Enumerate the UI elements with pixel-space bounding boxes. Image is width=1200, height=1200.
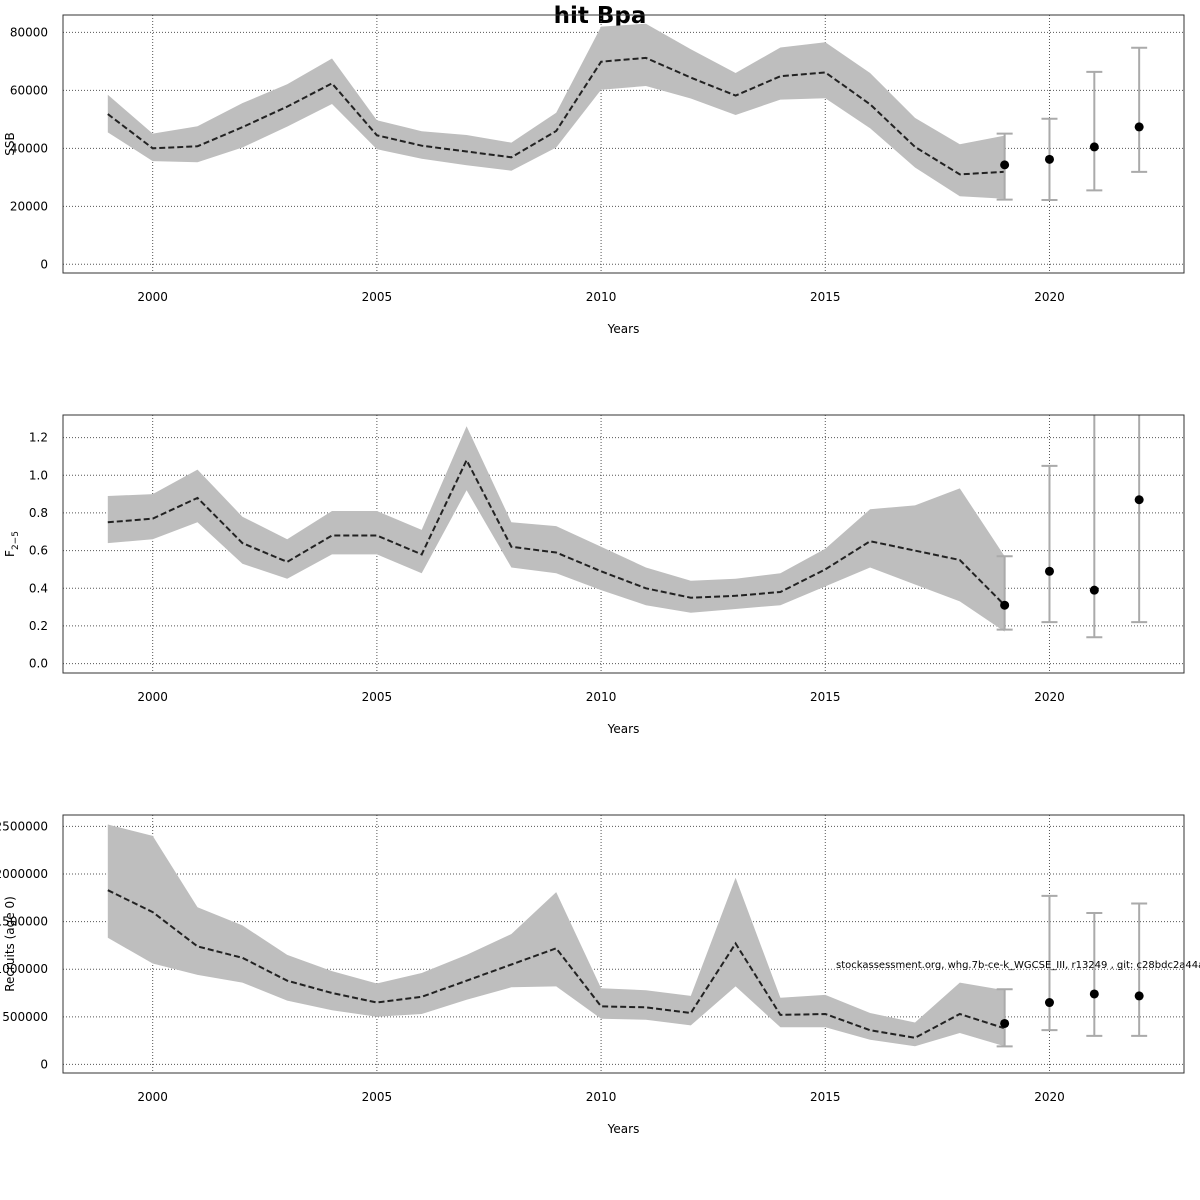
x-axis-title: Years [607,1122,640,1136]
f-forecast-point [1134,495,1144,505]
plot-frame [62,414,1185,674]
y-tick-label: 0 [40,1057,48,1071]
y-tick-label: 500000 [2,1010,48,1024]
x-tick-label: 2010 [586,290,617,304]
ssb-forecast-point [1089,142,1099,152]
y-tick-label: 1500000 [0,915,48,929]
x-tick-label: 2005 [362,1090,393,1104]
y-tick-label: 2000000 [0,867,48,881]
x-axis-title: Years [607,722,640,736]
y-axis-title: SSB [3,132,17,155]
recruits-confidence-band [107,824,1005,1047]
y-tick-label: 40000 [10,141,48,155]
f-forecast-errorbar [1086,415,1103,639]
ssb-forecast-point [1134,122,1144,132]
f-forecast-errorbar [996,555,1013,631]
recruits-panel: 2000 2005 2010 2015 2020 0 500000 1000000 150000… [0,814,1185,1136]
x-tick-label: 2000 [137,690,168,704]
recruits-forecast-point [1044,998,1054,1008]
recruits-forecast-point [1000,1018,1010,1028]
y-tick-label: 80000 [10,25,48,39]
plot-frame [62,814,1185,1074]
y-tick-label: 0.6 [29,544,48,558]
recruits-forecast-errorbar [1041,894,1058,1032]
fishing-mortality-panel: 2000 2005 2010 2015 2020 0.0 0.2 0.4 0.6 0.8 1.0 1.… [3,414,1185,736]
ssb-forecast-errorbar [1086,70,1103,192]
x-axis-title: Years [607,322,640,336]
x-tick-label: 2020 [1034,1090,1065,1104]
y-axis-subscript: 2−5 [11,531,21,550]
x-tick-label: 2015 [810,290,841,304]
y-tick-label: 2500000 [0,819,48,833]
recruits-forecast-errorbar [1131,902,1148,1037]
ssb-forecast-point [1000,160,1010,170]
recruits-forecast-errorbar [996,988,1013,1048]
y-tick-label: 1.0 [29,468,48,482]
ssb-panel: 2000 2005 2010 2015 2020 0 20000 40000 60000 8000… [3,14,1185,336]
page-title: hit Bpa [553,3,647,29]
x-tick-label: 2020 [1034,290,1065,304]
recruits-forecast-point [1089,989,1099,999]
ssb-forecast-point [1044,154,1054,164]
recruits-forecast-point [1134,991,1144,1001]
plot-area [107,415,1148,639]
y-tick-label: 0.8 [29,506,48,520]
x-tick-label: 2010 [586,1090,617,1104]
x-tick-label: 2020 [1034,690,1065,704]
y-tick-label: 1.2 [29,431,48,445]
x-tick-label: 2000 [137,290,168,304]
y-tick-label: 60000 [10,83,48,97]
y-tick-label: 0.2 [29,619,48,633]
x-tick-label: 2015 [810,690,841,704]
plot-frame [62,14,1185,274]
f-estimate-line [107,457,1006,606]
y-tick-label: 0.4 [29,581,48,595]
recruits-forecast-errorbar [1086,912,1103,1037]
ssb-forecast-errorbar [1131,46,1148,173]
ssb-confidence-band [107,23,1005,199]
y-tick-label: 20000 [10,199,48,213]
f-forecast-errorbar [1041,464,1058,624]
y-axis-title: Recruits (age 0) [3,896,17,992]
x-tick-label: 2015 [810,1090,841,1104]
f-forecast-point [1044,566,1054,576]
f-forecast-point [1089,585,1099,595]
x-tick-label: 2005 [362,290,393,304]
f-confidence-band [107,426,1005,632]
y-tick-label: 1000000 [0,962,48,976]
y-tick-label: 0 [40,257,48,271]
plot-area [107,824,1148,1048]
y-axis-title: F2−5 [3,531,21,557]
x-tick-label: 2000 [137,1090,168,1104]
footnote: stockassessment.org, whg.7b-ce-k_WGCSE_I… [836,960,1200,971]
x-tick-label: 2005 [362,690,393,704]
y-tick-label: 0.0 [29,657,48,671]
f-forecast-errorbar [1131,415,1148,624]
f-forecast-point [1000,600,1010,610]
ssb-estimate-line [107,56,1005,176]
plot-area [107,23,1148,201]
x-tick-label: 2010 [586,690,617,704]
